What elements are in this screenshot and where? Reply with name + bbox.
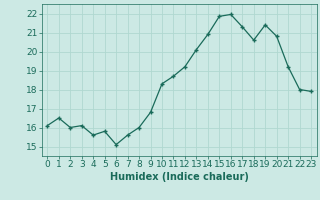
X-axis label: Humidex (Indice chaleur): Humidex (Indice chaleur): [110, 172, 249, 182]
